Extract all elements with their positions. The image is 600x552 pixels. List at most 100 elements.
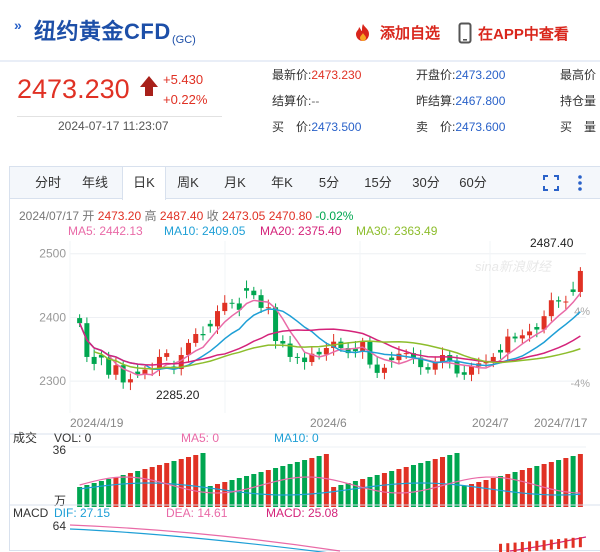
tab-3[interactable]: 周K — [177, 175, 199, 190]
volume-bar — [367, 477, 373, 507]
volume-bar — [244, 476, 250, 507]
volume-bar — [91, 483, 97, 507]
volume-bar — [77, 487, 83, 507]
candle-body — [171, 366, 177, 370]
volume-bar — [548, 462, 554, 507]
candle-body — [512, 336, 518, 339]
candle-body — [273, 307, 279, 342]
volume-bar — [236, 478, 242, 507]
volume-bar — [193, 455, 199, 507]
add-watchlist-label: 添加自选 — [380, 25, 441, 42]
volume-bar — [251, 474, 257, 507]
volume-legend-item: MA5: 0 — [181, 431, 219, 445]
open-in-app-button[interactable]: 在APP中查看 — [458, 22, 569, 44]
high-annotation: 2487.40 — [530, 236, 574, 250]
quote-field-value: 2473.230 — [311, 68, 362, 82]
fullscreen-icon[interactable] — [543, 175, 559, 191]
volume-tick-label: 36 — [53, 443, 67, 457]
candle-body — [178, 355, 184, 370]
volume-unit-label: 万 — [54, 494, 66, 508]
candle-body — [548, 300, 554, 317]
volume-bar — [461, 486, 467, 507]
candle-body — [244, 288, 250, 291]
candle-body — [258, 295, 264, 308]
volume-bar — [331, 487, 337, 507]
quote-field: 买 价:2473.500 — [272, 118, 361, 135]
tab-4[interactable]: 月K — [224, 175, 246, 190]
add-watchlist-button[interactable]: 添加自选 — [352, 22, 440, 43]
candle-body — [98, 355, 104, 358]
candle-body — [287, 343, 293, 357]
more-options-icon[interactable] — [576, 174, 584, 192]
candle-body — [309, 353, 315, 363]
volume-bar — [381, 473, 387, 507]
title-chevron-icon: » — [14, 17, 22, 33]
candle-body — [106, 357, 112, 375]
candle-body — [425, 367, 431, 370]
candle-body — [294, 356, 300, 358]
tab-0[interactable]: 分时 — [34, 175, 61, 190]
quote-field-label: 结算价: — [272, 94, 312, 108]
volume-bar — [178, 459, 184, 507]
ohlc-close: 2473.05 — [221, 209, 266, 223]
tab-2[interactable]: 日K — [122, 167, 166, 200]
ma-legend-item: MA30: 2363.49 — [356, 224, 438, 238]
quote-field: 卖 价:2473.600 — [416, 118, 505, 135]
macd-bar — [564, 538, 568, 549]
fire-icon — [356, 23, 369, 41]
candle-body — [476, 363, 482, 367]
ohlc-open: 2473.20 — [97, 209, 142, 223]
candle-body — [410, 353, 416, 358]
volume-bar — [287, 464, 293, 507]
tab-6[interactable]: 5分 — [318, 175, 340, 190]
volume-bar — [84, 485, 90, 507]
macd-legend-item: DEA: 14.61 — [166, 506, 228, 520]
ohlc-close-label: 收 — [206, 209, 219, 223]
up-arrow-stem — [145, 86, 153, 96]
low-annotation: 2285.20 — [156, 388, 200, 402]
candle-body — [142, 369, 148, 375]
macd-bar — [571, 537, 575, 548]
candle-body — [483, 362, 489, 364]
price-change-percent: +0.22% — [163, 92, 208, 107]
volume-bar — [273, 468, 279, 507]
macd-bar — [549, 539, 553, 550]
page-header: » 纽约黄金CFD (GC) 添加自选 在APP中查看 — [0, 0, 600, 62]
macd-dea-line — [69, 524, 341, 552]
tab-5[interactable]: 年K — [271, 175, 293, 190]
ma-line — [78, 308, 581, 371]
volume-bar — [512, 472, 518, 507]
candle-body — [345, 348, 351, 354]
volume-bar — [185, 457, 191, 507]
tab-8[interactable]: 30分 — [412, 175, 440, 190]
volume-legend-item: VOL: 0 — [54, 431, 92, 445]
candle-body — [280, 341, 286, 344]
quote-field-label: 最新价: — [272, 68, 312, 82]
candle-body — [236, 303, 242, 310]
ma-line — [93, 340, 581, 370]
volume-bar — [258, 472, 264, 507]
quote-field: 开盘价:2473.200 — [416, 66, 505, 83]
candle-body — [505, 336, 511, 353]
chart-panel: 分时 年线 日K 周K 月K 年K 5分 15分 30分 60分 2024/07/17 开 247… — [9, 166, 600, 552]
volume-bar — [280, 466, 286, 507]
candle-body — [156, 356, 162, 369]
tab-9[interactable]: 60分 — [459, 175, 487, 190]
tab-7[interactable]: 15分 — [364, 175, 392, 190]
volume-bar — [556, 460, 562, 507]
tab-1[interactable]: 年线 — [81, 175, 108, 190]
volume-bar — [563, 458, 569, 507]
macd-legend-item: MACD — [13, 506, 49, 520]
instrument-code: (GC) — [172, 34, 196, 46]
volume-bar — [541, 464, 547, 507]
volume-bar — [352, 481, 358, 507]
candle-body — [577, 270, 583, 292]
volume-bar — [215, 484, 221, 507]
candle-body — [570, 289, 576, 292]
volume-bar — [106, 479, 112, 507]
volume-bar — [127, 473, 133, 507]
quote-field: 最高价 — [560, 66, 596, 83]
candle-body — [447, 355, 453, 361]
y-tick-label: 2500 — [39, 247, 66, 261]
quote-field-label: 最高价 — [560, 68, 597, 82]
